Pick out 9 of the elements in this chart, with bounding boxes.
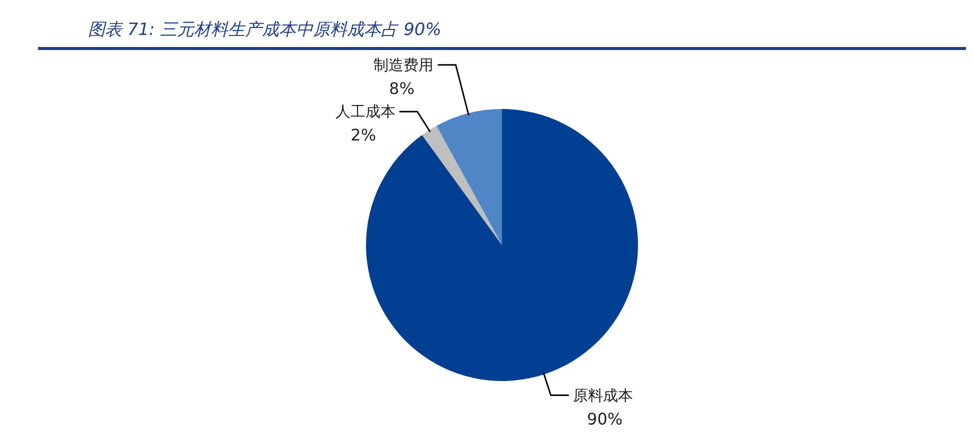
slice-label: 原料成本 [572,386,633,404]
slice-label: 人工成本 [335,102,396,121]
data-label: 8% [389,78,414,98]
pie-slice [436,109,502,245]
data-label: 2% [350,126,376,145]
data-label: 90% [587,409,623,428]
slice-label: 制造费用 [374,56,434,74]
pie-slice [422,126,502,245]
chart-title: 图表 71: 三元材料生产成本中原料成本占 90% [38,8,966,50]
